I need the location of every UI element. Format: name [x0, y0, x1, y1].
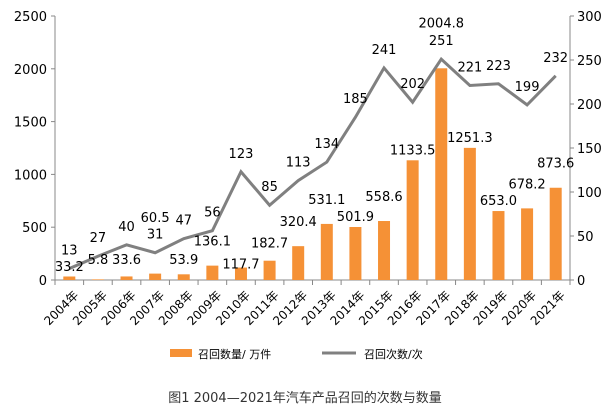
bar: [292, 246, 304, 280]
left-tick-label: 0: [39, 274, 47, 289]
bar-data-label: 117.7: [222, 258, 259, 273]
bar: [63, 276, 75, 280]
right-tick-label: 250: [577, 54, 602, 69]
line-series: [69, 59, 555, 268]
legend-line-label: 召回次数/次: [364, 347, 423, 361]
line-data-label: 123: [229, 147, 254, 162]
bar: [521, 208, 533, 280]
bar: [321, 224, 333, 280]
line-data-label: 241: [372, 43, 397, 58]
bar: [378, 221, 390, 280]
left-tick-label: 500: [22, 221, 47, 236]
bar-data-label: 182.7: [251, 237, 288, 252]
bar: [407, 160, 419, 280]
bar-data-label: 320.4: [280, 215, 317, 230]
line-data-label: 13: [61, 244, 78, 259]
bar: [121, 276, 133, 280]
right-tick-label: 0: [577, 274, 585, 289]
line-data-label: 113: [286, 156, 311, 171]
bar: [550, 188, 562, 280]
right-tick-label: 300: [577, 10, 602, 25]
bar-data-label: 2004.8: [419, 16, 465, 31]
bar-data-label: 653.0: [480, 194, 517, 209]
bar-data-label: 873.6: [537, 157, 574, 172]
bar: [149, 274, 161, 280]
bar-data-label: 1251.3: [447, 131, 493, 146]
bar: [178, 274, 190, 280]
bar-data-label: 60.5: [141, 211, 170, 226]
line-data-label: 202: [400, 77, 425, 92]
line-data-label: 31: [147, 228, 164, 243]
bar: [464, 148, 476, 280]
bar: [264, 261, 276, 280]
line-data-label: 185: [343, 92, 368, 107]
bar: [206, 266, 218, 280]
right-tick-label: 100: [577, 186, 602, 201]
line-data-label: 85: [261, 180, 278, 195]
line-data-label: 40: [118, 220, 135, 235]
bar: [492, 211, 504, 280]
line-data-label: 47: [175, 214, 192, 229]
right-tick-label: 200: [577, 98, 602, 113]
bar-data-label: 1133.5: [390, 143, 436, 158]
bar-data-label: 33.2: [55, 260, 84, 275]
bar-data-label: 678.2: [508, 177, 545, 192]
figure-caption: 图1 2004—2021年汽车产品召回的次数与数量: [168, 390, 442, 406]
bar-data-label: 33.6: [112, 253, 141, 268]
bar: [349, 227, 361, 280]
line-data-label: 221: [457, 61, 482, 76]
line-data-label: 134: [314, 137, 339, 152]
bar-data-label: 136.1: [194, 235, 231, 250]
left-tick-label: 2000: [14, 63, 47, 78]
bar: [92, 279, 104, 280]
right-tick-label: 150: [577, 142, 602, 157]
legend-bar-label: 召回数量/ 万件: [198, 348, 271, 361]
left-tick-label: 2500: [14, 10, 47, 25]
bar-data-label: 53.9: [169, 253, 198, 268]
bar-data-label: 558.6: [365, 190, 402, 205]
line-data-label: 232: [543, 51, 568, 66]
bar: [435, 68, 447, 280]
line-data-label: 251: [429, 34, 454, 49]
right-tick-label: 50: [577, 230, 594, 245]
left-tick-label: 1000: [14, 168, 47, 183]
line-data-label: 56: [204, 206, 221, 221]
line-data-label: 27: [90, 231, 107, 246]
bar-data-label: 5.8: [88, 253, 109, 268]
line-data-label: 199: [515, 80, 540, 95]
bar-data-label: 501.9: [337, 210, 374, 225]
bar-data-label: 531.1: [308, 193, 345, 208]
line-data-label: 223: [486, 59, 511, 74]
left-tick-label: 1500: [14, 116, 47, 131]
legend-bar-swatch: [170, 349, 192, 357]
